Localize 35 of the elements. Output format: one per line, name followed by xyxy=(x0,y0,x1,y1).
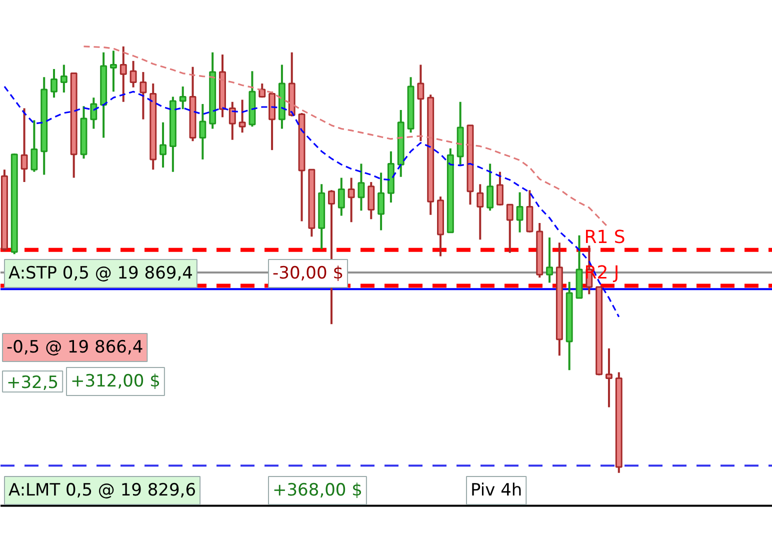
candlestick xyxy=(140,71,147,120)
candlestick xyxy=(50,68,58,99)
candlestick xyxy=(160,121,166,169)
candlestick xyxy=(417,64,424,142)
annotation: A:STP 0,5 @ 19 869,4 xyxy=(8,264,193,284)
candlestick xyxy=(90,96,98,130)
candlestick xyxy=(378,172,385,232)
text: A:LMT 0,5 @ 19 829,6 xyxy=(8,480,196,500)
candlestick xyxy=(516,191,524,234)
candlestick xyxy=(546,236,553,284)
candlestick xyxy=(20,107,28,184)
candlestick xyxy=(368,181,375,220)
candlestick xyxy=(476,183,484,241)
candlestick xyxy=(179,86,186,110)
candlestick xyxy=(496,170,504,207)
candlestick xyxy=(228,100,236,141)
candlestick xyxy=(606,347,612,408)
annotation: +312,00 $ xyxy=(70,372,160,392)
text: +368,00 $ xyxy=(272,480,362,500)
candlestick xyxy=(130,60,137,88)
ref-line-label: R1 S xyxy=(584,226,626,248)
candlestick xyxy=(506,204,514,254)
annotation: -0,5 @ 19 866,4 xyxy=(6,338,144,358)
candlestick xyxy=(30,119,38,173)
candlestick xyxy=(199,103,206,160)
candlestick xyxy=(238,98,246,134)
candlestick xyxy=(348,176,355,224)
candlestick xyxy=(486,162,494,212)
candlestick xyxy=(110,50,117,93)
annotation: +32,5 xyxy=(6,373,59,393)
candlestick xyxy=(358,162,365,212)
annotation: -30,00 $ xyxy=(272,264,344,284)
text: Piv 4h xyxy=(470,480,522,500)
candlestick xyxy=(338,176,345,217)
candlestick xyxy=(60,64,68,94)
